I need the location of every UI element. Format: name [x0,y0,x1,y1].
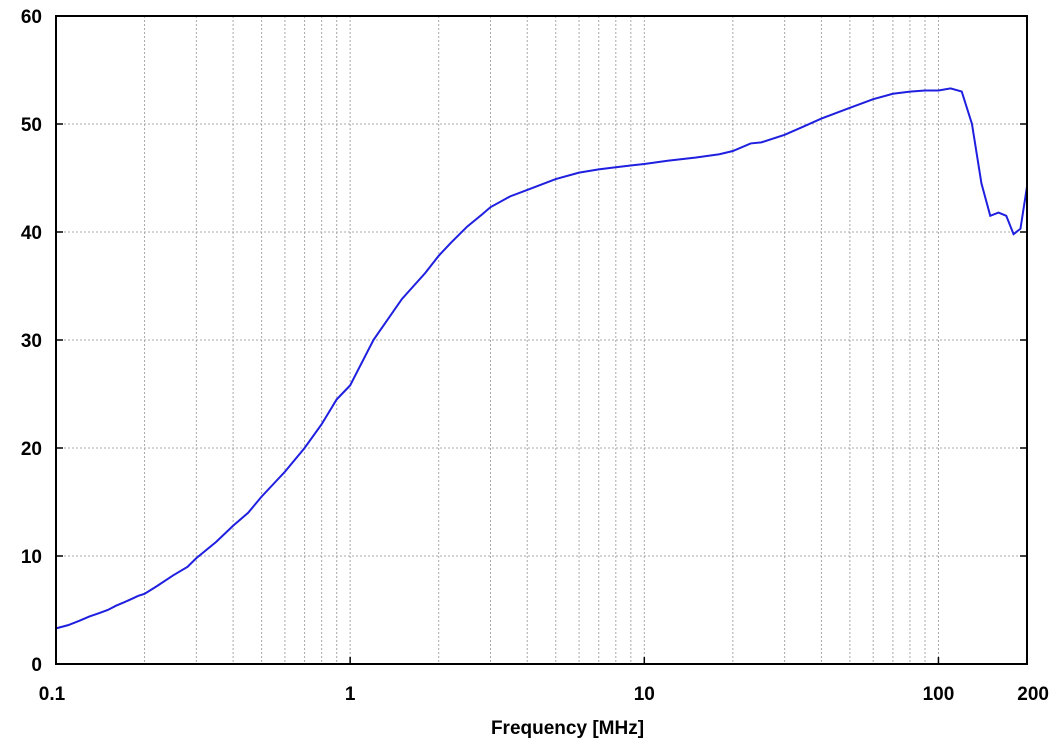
x-tick-label: 100 [923,684,955,705]
y-tick-label: 40 [21,223,42,244]
y-tick-label: 30 [21,331,42,352]
x-tick-label: 10 [634,684,655,705]
y-tick-label: 60 [21,7,42,28]
y-tick-label: 0 [31,655,42,676]
y-tick-label: 10 [21,547,42,568]
y-tick-label: 20 [21,439,42,460]
y-tick-label: 50 [21,115,42,136]
x-tick-label: 1 [345,684,356,705]
x-axis-ticks: 0.1 1 10 100 200 [39,684,1049,705]
major-grid [55,15,1028,665]
x-axis-title: Frequency [MHz] [491,718,644,739]
x-tick-label: 200 [1017,684,1049,705]
x-tick-label: 0.1 [39,684,66,705]
series-line [55,87,1028,630]
plot-frame [55,15,1028,665]
y-axis-ticks: 0 10 20 30 40 50 60 [21,7,42,676]
